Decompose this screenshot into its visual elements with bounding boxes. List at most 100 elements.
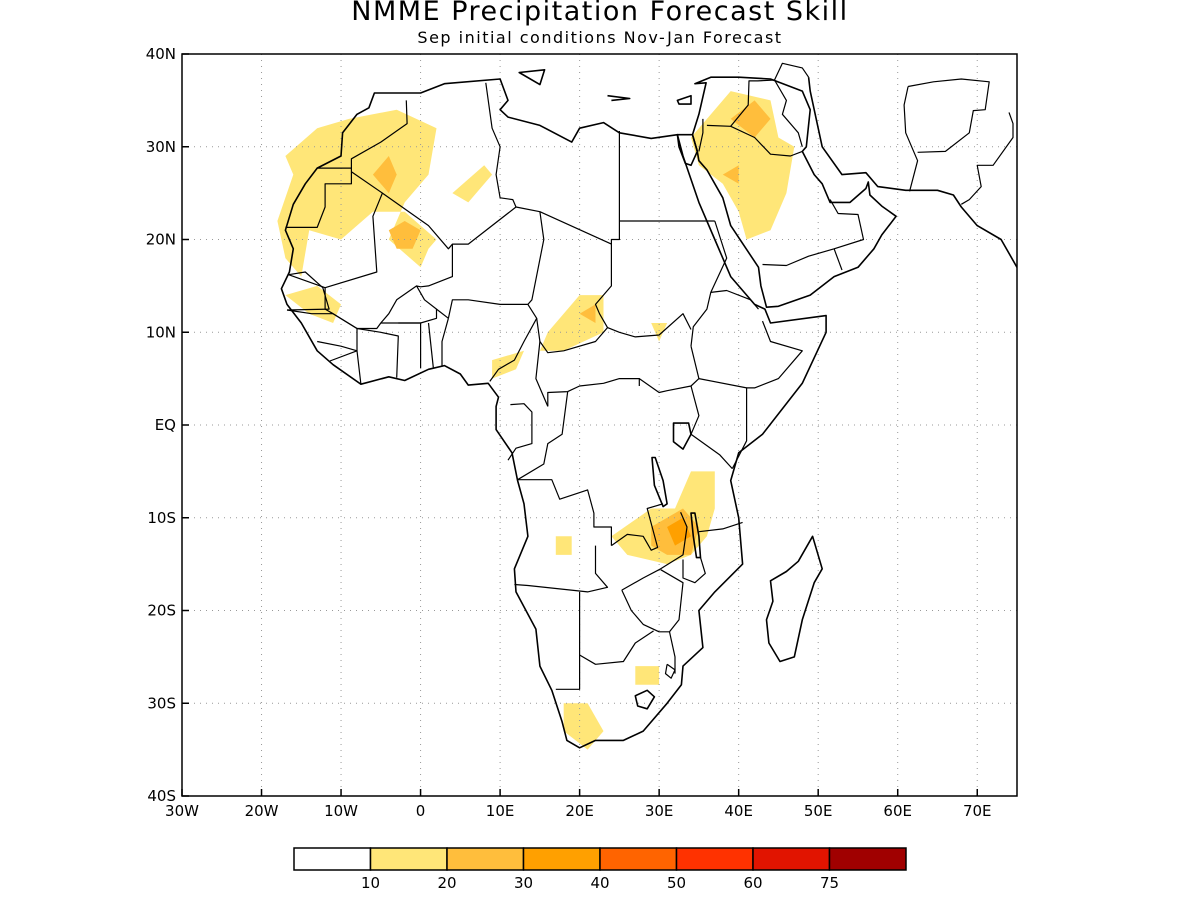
- colorbar-box-4: [599, 847, 678, 871]
- coastline-1: [691, 76, 897, 308]
- coastline-2: [676, 133, 699, 167]
- coastline-9: [643, 36, 750, 45]
- border-32: [698, 521, 743, 533]
- lat-tick-label-0: 40N: [146, 45, 176, 63]
- border-40: [682, 557, 706, 584]
- border-49: [833, 248, 843, 271]
- border-14: [356, 327, 399, 378]
- lon-tick-label-4: 10E: [486, 802, 515, 820]
- border-11: [324, 285, 417, 330]
- lon-tick-label-3: 0: [416, 802, 426, 820]
- lat-tick-label-4: EQ: [155, 416, 176, 434]
- colorbar-label-6: 75: [820, 874, 839, 892]
- border-20: [489, 304, 538, 382]
- border-43: [668, 631, 676, 674]
- border-6: [515, 206, 620, 245]
- border-30: [690, 385, 700, 435]
- border-22: [535, 341, 549, 407]
- border-44: [664, 663, 676, 679]
- lon-tick-label-1: 20W: [245, 802, 279, 820]
- country-borders: [285, 62, 1014, 690]
- map-subtitle: Sep initial conditions Nov-Jan Forecast: [417, 28, 783, 47]
- border-38: [621, 511, 688, 591]
- colorbar-box-7: [828, 847, 907, 871]
- skill-region-10: [730, 100, 771, 138]
- border-26: [638, 346, 700, 394]
- skill-region-15: [555, 536, 572, 555]
- colorbar-label-5: 60: [743, 874, 762, 892]
- coastline-10: [518, 69, 546, 86]
- border-50: [773, 62, 810, 81]
- skill-region-16: [563, 703, 604, 750]
- coastline-3: [807, 77, 1017, 268]
- border-1: [285, 167, 352, 228]
- colorbar-box-1: [369, 847, 448, 871]
- border-15: [329, 350, 362, 385]
- border-42: [579, 630, 654, 665]
- border-52: [907, 78, 990, 153]
- border-53: [960, 112, 1014, 205]
- border-33: [507, 403, 533, 461]
- colorbar-box-2: [446, 847, 525, 871]
- border-18: [441, 318, 449, 367]
- border-31: [690, 433, 733, 470]
- border-34: [517, 391, 569, 481]
- skill-region-1: [372, 156, 397, 194]
- coastline-6: [651, 456, 668, 508]
- border-10: [416, 244, 453, 319]
- colorbar-label-0: 10: [361, 874, 380, 892]
- lon-tick-label-8: 50E: [804, 802, 833, 820]
- lon-tick-label-5: 20E: [565, 802, 594, 820]
- lat-tick-label-8: 40S: [147, 787, 176, 805]
- skill-region-3: [452, 165, 493, 203]
- lon-tick-label-9: 60E: [883, 802, 912, 820]
- coastline-0: [280, 78, 827, 749]
- skill-region-8: [651, 323, 668, 342]
- lon-tick-label-0: 30W: [165, 802, 199, 820]
- lon-tick-label-6: 30E: [645, 802, 674, 820]
- border-28: [746, 320, 803, 389]
- border-9: [447, 299, 528, 319]
- skill-region-6: [579, 304, 596, 323]
- border-39: [621, 569, 684, 633]
- border-27: [710, 289, 759, 310]
- colorbar: 10 20 30 40 50 60 75: [293, 847, 907, 892]
- coastline-8: [634, 689, 656, 710]
- lat-tick-label-6: 20S: [147, 602, 176, 620]
- border-23: [547, 378, 640, 407]
- coastline-5: [672, 422, 692, 450]
- colorbar-label-2: 30: [514, 874, 533, 892]
- border-0: [350, 100, 408, 169]
- border-4: [382, 192, 517, 250]
- colorbar-label-3: 40: [590, 874, 609, 892]
- colorbar-box-0: [293, 847, 372, 871]
- border-48: [762, 199, 865, 267]
- border-19: [380, 309, 438, 324]
- border-25: [690, 220, 728, 347]
- border-47: [706, 79, 803, 147]
- lat-tick-label-3: 10N: [146, 323, 176, 341]
- colorbar-label-4: 50: [667, 874, 686, 892]
- skill-region-2: [388, 221, 421, 249]
- coastline-12: [676, 94, 692, 105]
- border-46: [698, 118, 704, 152]
- coastline-11: [607, 94, 631, 102]
- colorbar-label-1: 20: [437, 874, 456, 892]
- skill-region-9: [691, 91, 795, 240]
- colorbar-box-6: [752, 847, 831, 871]
- lon-tick-label-2: 10W: [324, 802, 358, 820]
- border-37: [611, 503, 664, 551]
- border-17: [427, 322, 434, 368]
- coastline-4: [765, 535, 823, 663]
- border-2: [288, 171, 383, 289]
- colorbar-box-3: [522, 847, 601, 871]
- lat-tick-label-7: 30S: [147, 694, 176, 712]
- map-title: NMME Precipitation Forecast Skill: [351, 0, 849, 27]
- border-24: [607, 313, 692, 338]
- lat-tick-label-5: 10S: [147, 509, 176, 527]
- lat-tick-label-2: 20N: [146, 231, 176, 249]
- lon-tick-label-7: 40E: [724, 802, 753, 820]
- border-8: [527, 211, 545, 305]
